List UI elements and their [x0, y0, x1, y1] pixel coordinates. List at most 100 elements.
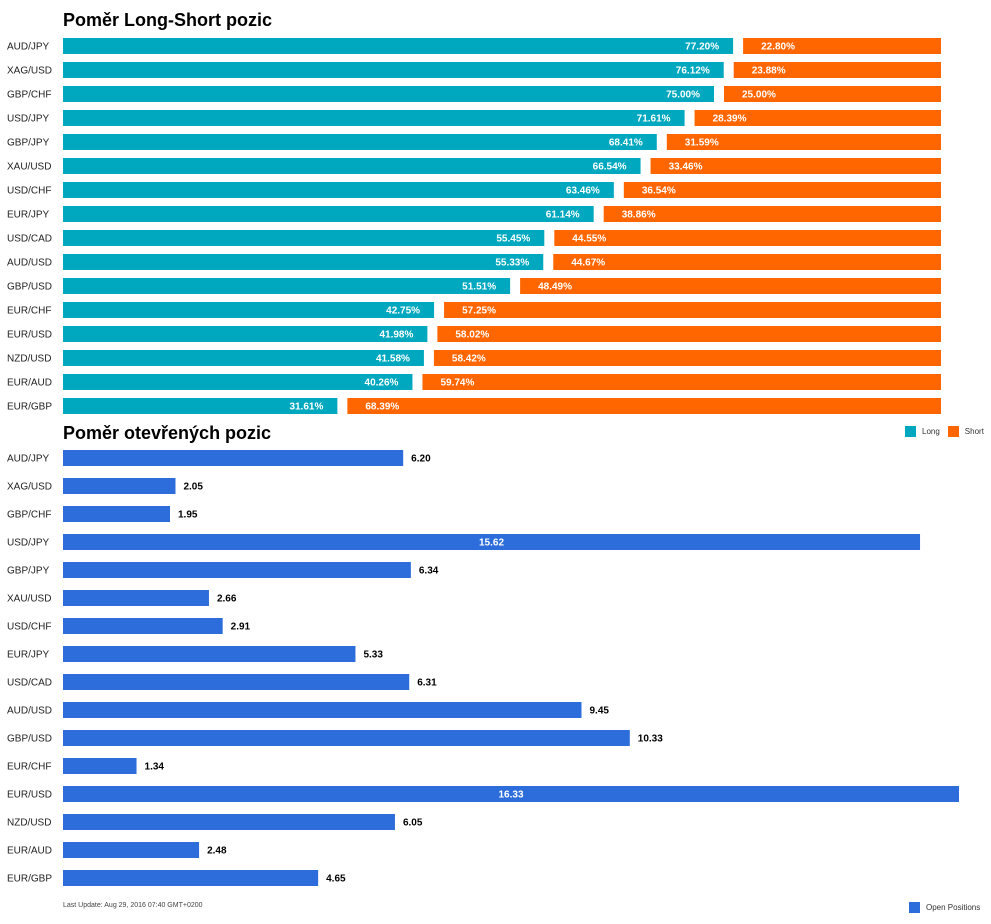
long-bar	[63, 350, 424, 366]
row-label-gbp-chf: GBP/CHF	[7, 510, 51, 521]
short-value-label: 57.25%	[462, 306, 496, 317]
long-value-label: 42.75%	[386, 306, 420, 317]
open-positions-value-label: 6.34	[419, 566, 439, 577]
short-value-label: 68.39%	[365, 402, 399, 413]
short-bar	[623, 182, 941, 198]
open-positions-bar	[63, 562, 411, 578]
row-label-eur-aud: EUR/AUD	[7, 378, 52, 389]
long-bar	[63, 86, 714, 102]
row-label-xag-usd: XAG/USD	[7, 482, 52, 493]
row-label-usd-cad: USD/CAD	[7, 234, 52, 245]
short-bar	[553, 254, 941, 270]
long-value-label: 61.14%	[546, 210, 580, 221]
row-label-usd-chf: USD/CHF	[7, 186, 51, 197]
row-label-xau-usd: XAU/USD	[7, 594, 51, 605]
short-bar	[650, 158, 941, 174]
legend-open-swatch	[909, 902, 920, 913]
open-positions-bar	[63, 646, 356, 662]
open-positions-bar	[63, 534, 921, 550]
legend-long-swatch	[905, 426, 916, 437]
open-positions-value-label: 6.31	[417, 678, 437, 689]
long-bar	[63, 134, 657, 150]
short-value-label: 25.00%	[742, 90, 776, 101]
long-value-label: 55.45%	[496, 234, 530, 245]
chart-title-open-positions: Poměr otevřených pozic	[63, 423, 272, 443]
open-positions-value-label: 4.65	[326, 874, 346, 885]
long-value-label: 63.46%	[566, 186, 600, 197]
chart-title-long-short: Poměr Long-Short pozic	[63, 10, 272, 30]
long-short-legend: Long Short	[905, 426, 984, 437]
open-positions-value-label: 5.33	[363, 650, 383, 661]
long-bar	[63, 230, 545, 246]
long-bar	[63, 182, 614, 198]
row-label-aud-usd: AUD/USD	[7, 258, 52, 269]
row-label-eur-jpy: EUR/JPY	[7, 210, 50, 221]
row-label-gbp-usd: GBP/USD	[7, 282, 52, 293]
long-value-label: 71.61%	[637, 114, 671, 125]
row-label-aud-jpy: AUD/JPY	[7, 454, 50, 465]
row-label-gbp-usd: GBP/USD	[7, 734, 52, 745]
long-bar	[63, 278, 511, 294]
long-bar	[63, 158, 641, 174]
row-label-eur-usd: EUR/USD	[7, 790, 52, 801]
open-positions-value-label: 6.20	[411, 454, 431, 465]
short-bar	[347, 398, 942, 414]
short-bar	[422, 374, 941, 390]
row-label-xag-usd: XAG/USD	[7, 66, 52, 77]
short-bar	[433, 350, 941, 366]
row-label-usd-jpy: USD/JPY	[7, 114, 50, 125]
long-bar	[63, 254, 544, 270]
long-bar	[63, 206, 594, 222]
row-label-aud-usd: AUD/USD	[7, 706, 52, 717]
long-value-label: 55.33%	[495, 258, 529, 269]
open-positions-value-label: 2.48	[207, 846, 227, 857]
row-label-eur-gbp: EUR/GBP	[7, 402, 52, 413]
long-value-label: 51.51%	[462, 282, 496, 293]
legend-open-label: Open Positions	[926, 903, 981, 912]
open-positions-bar	[63, 618, 223, 634]
last-update-text: Last Update: Aug 29, 2016 07:40 GMT+0200	[63, 902, 203, 909]
short-bar	[694, 110, 941, 126]
short-bar	[733, 62, 941, 78]
open-positions-value-label: 2.66	[217, 594, 237, 605]
open-positions-value-label: 16.33	[498, 790, 523, 801]
open-positions-bar	[63, 478, 176, 494]
open-positions-bar	[63, 590, 209, 606]
short-value-label: 58.42%	[452, 354, 486, 365]
row-label-gbp-jpy: GBP/JPY	[7, 566, 50, 577]
row-label-gbp-chf: GBP/CHF	[7, 90, 51, 101]
open-positions-value-label: 10.33	[638, 734, 663, 745]
open-positions-bar	[63, 450, 404, 466]
row-label-nzd-usd: NZD/USD	[7, 818, 51, 829]
short-bar	[437, 326, 941, 342]
short-bar	[520, 278, 941, 294]
long-bar	[63, 326, 428, 342]
short-value-label: 33.46%	[669, 162, 703, 173]
short-value-label: 23.88%	[752, 66, 786, 77]
short-bar	[666, 134, 941, 150]
open-positions-bar	[63, 786, 959, 802]
short-value-label: 31.59%	[685, 138, 719, 149]
row-label-usd-jpy: USD/JPY	[7, 538, 50, 549]
short-value-label: 36.54%	[642, 186, 676, 197]
row-label-eur-chf: EUR/CHF	[7, 306, 51, 317]
row-label-usd-chf: USD/CHF	[7, 622, 51, 633]
row-label-eur-usd: EUR/USD	[7, 330, 52, 341]
legend-short-label: Short	[964, 427, 984, 436]
open-positions-bar	[63, 870, 319, 886]
open-positions-value-label: 1.34	[145, 762, 165, 773]
long-bar	[63, 62, 724, 78]
open-positions-bar	[63, 674, 410, 690]
row-label-eur-jpy: EUR/JPY	[7, 650, 50, 661]
open-positions-bar	[63, 730, 630, 746]
short-bar	[554, 230, 941, 246]
short-bar	[603, 206, 941, 222]
long-bar	[63, 398, 338, 414]
long-value-label: 77.20%	[685, 42, 719, 53]
open-positions-value-label: 2.05	[183, 482, 203, 493]
short-value-label: 48.49%	[538, 282, 572, 293]
open-positions-bar	[63, 814, 395, 830]
open-positions-legend: Open Positions	[909, 902, 980, 913]
short-value-label: 59.74%	[440, 378, 474, 389]
long-value-label: 41.98%	[379, 330, 413, 341]
